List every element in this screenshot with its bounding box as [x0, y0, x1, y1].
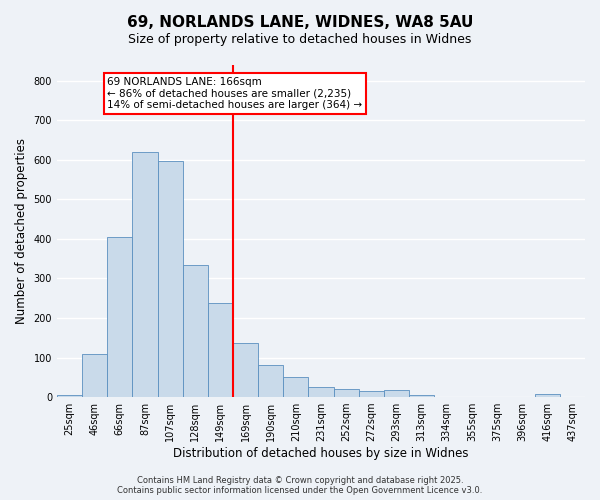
Bar — [57, 395, 82, 397]
Bar — [359, 391, 384, 397]
Bar — [107, 237, 133, 397]
Bar — [258, 366, 283, 397]
Bar — [384, 390, 409, 397]
Text: Contains HM Land Registry data © Crown copyright and database right 2025.
Contai: Contains HM Land Registry data © Crown c… — [118, 476, 482, 495]
X-axis label: Distribution of detached houses by size in Widnes: Distribution of detached houses by size … — [173, 447, 469, 460]
Text: Size of property relative to detached houses in Widnes: Size of property relative to detached ho… — [128, 32, 472, 46]
Title: 69, NORLANDS LANE, WIDNES, WA8 5AU
Size of property relative to detached houses : 69, NORLANDS LANE, WIDNES, WA8 5AU Size … — [0, 499, 1, 500]
Bar — [82, 354, 107, 397]
Bar — [133, 152, 158, 397]
Bar — [334, 389, 359, 397]
Y-axis label: Number of detached properties: Number of detached properties — [15, 138, 28, 324]
Bar — [233, 342, 258, 397]
Bar — [158, 161, 182, 397]
Bar — [409, 395, 434, 397]
Bar — [535, 394, 560, 397]
Text: 69, NORLANDS LANE, WIDNES, WA8 5AU: 69, NORLANDS LANE, WIDNES, WA8 5AU — [127, 15, 473, 30]
Bar — [283, 376, 308, 397]
Bar — [182, 264, 208, 397]
Bar — [208, 303, 233, 397]
Text: 69 NORLANDS LANE: 166sqm
← 86% of detached houses are smaller (2,235)
14% of sem: 69 NORLANDS LANE: 166sqm ← 86% of detach… — [107, 77, 362, 110]
Bar — [308, 387, 334, 397]
